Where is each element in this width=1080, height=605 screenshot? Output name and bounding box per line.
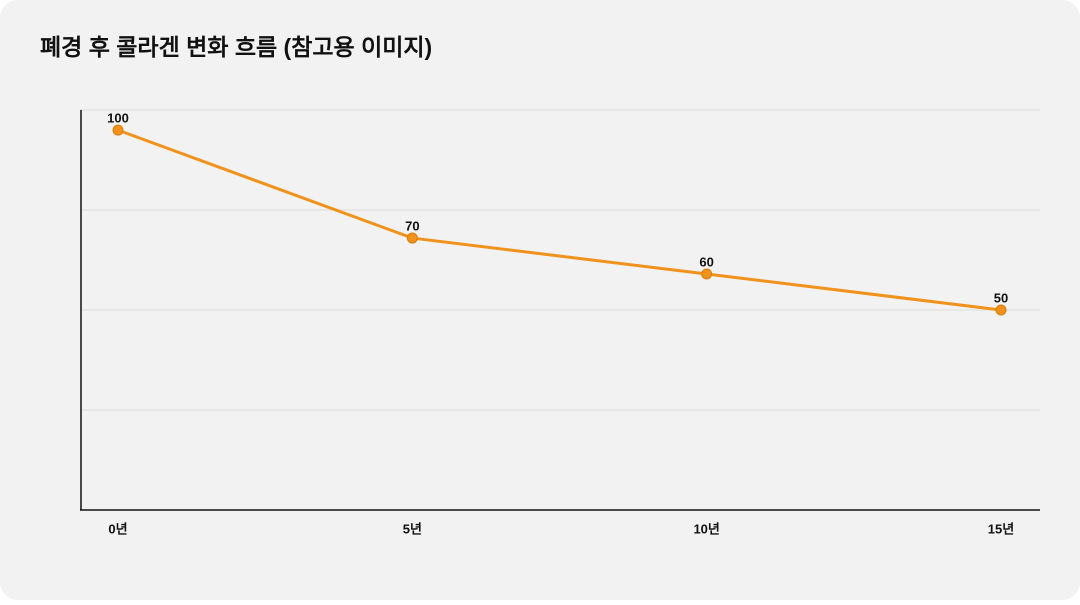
point [701,268,713,280]
point [112,124,124,136]
data-label: 100 [107,111,129,126]
x-tick-label: 15년 [988,521,1014,536]
line [117,128,1002,312]
x-tick-label: 0년 [108,521,127,536]
x-tick-label: 10년 [693,521,719,536]
grid [80,109,1040,411]
data-label: 50 [994,290,1008,305]
point [406,232,418,244]
data-label: 60 [699,254,713,269]
x-tick-label: 5년 [403,521,422,536]
data-label: 70 [405,218,419,233]
point [995,304,1007,316]
chart-title: 폐경 후 콜라겐 변화 흐름 (참고용 이미지) [40,34,432,60]
